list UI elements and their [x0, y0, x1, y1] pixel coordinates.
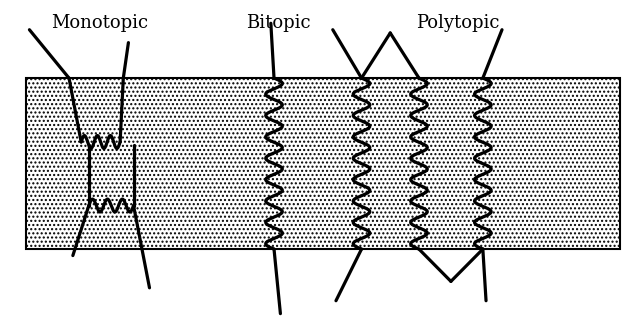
Bar: [26, 78, 620, 249]
Text: Polytopic: Polytopic: [415, 14, 499, 32]
Text: Bitopic: Bitopic: [246, 14, 311, 32]
Text: Monotopic: Monotopic: [51, 14, 148, 32]
